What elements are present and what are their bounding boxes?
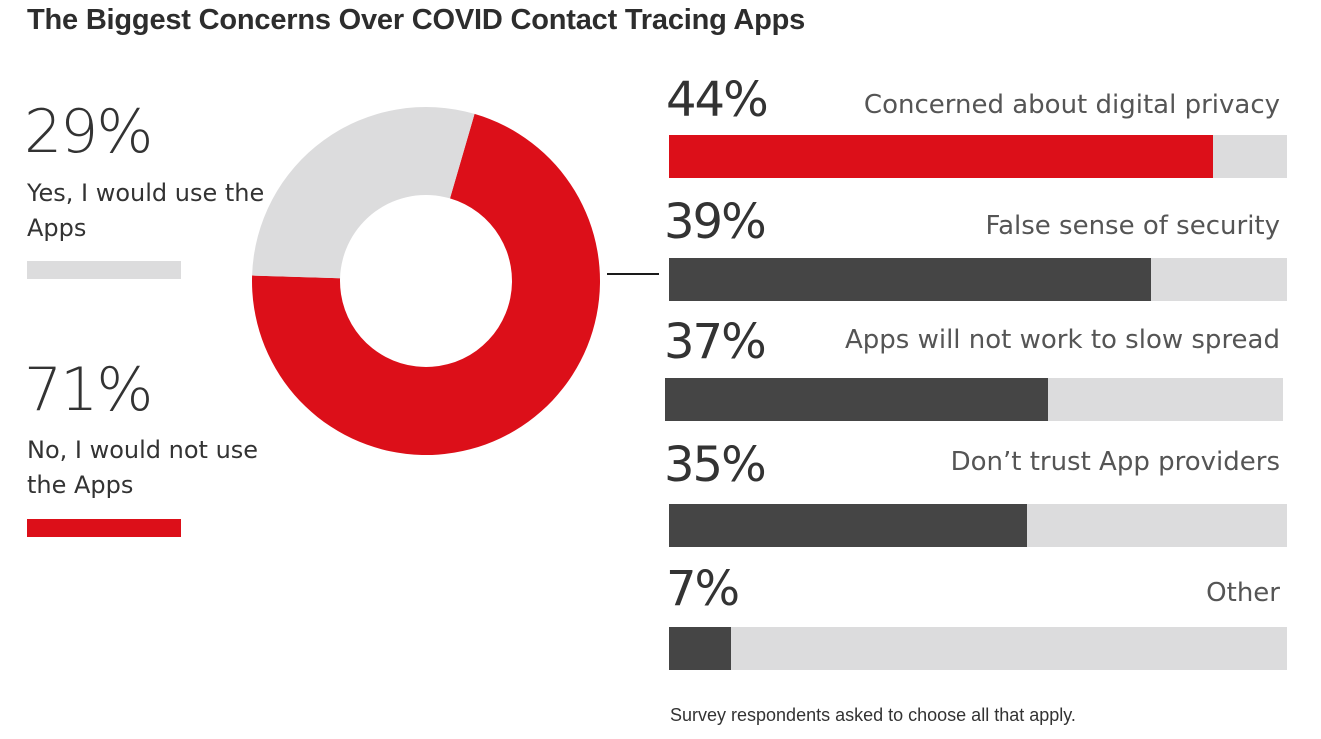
bar-4-value-label: 35% (664, 437, 767, 493)
bar-1-fill (669, 135, 1213, 178)
bar-5-track (669, 627, 1287, 670)
bar-3-fill (665, 378, 1049, 421)
donut-chart (252, 106, 600, 455)
bar-4-category-label: Don’t trust App providers (950, 447, 1280, 477)
yes-label: Yes, I would use the Apps (27, 179, 265, 242)
bar-3-value-label: 37% (664, 314, 767, 370)
connector-line (607, 273, 659, 275)
bar-2-fill (669, 258, 1152, 301)
bar-4-fill (669, 504, 1028, 547)
donut-slice-yes (252, 106, 475, 279)
yes-percentage: 29% (24, 97, 153, 167)
no-percentage: 71% (24, 355, 153, 425)
bar-2-track (669, 258, 1287, 301)
bar-5-value-label: 7% (666, 561, 740, 617)
donut-slice-no (252, 113, 600, 455)
bar-3-category-label: Apps will not work to slow spread (844, 325, 1280, 355)
no-swatch (27, 519, 181, 537)
chart-title: The Biggest Concerns Over COVID Contact … (27, 4, 806, 36)
no-label: No, I would not use the Apps (27, 436, 259, 499)
bar-1-track (669, 135, 1287, 178)
bar-5-category-label: Other (1206, 578, 1280, 608)
yes-swatch (27, 261, 181, 279)
bar-2-value-label: 39% (664, 194, 767, 250)
bar-4-track (669, 504, 1287, 547)
bar-1-value-label: 44% (666, 72, 769, 128)
footnote: Survey respondents asked to choose all t… (670, 705, 1076, 725)
bar-5-fill (669, 627, 731, 670)
bar-2-category-label: False sense of security (985, 211, 1281, 241)
bar-1-category-label: Concerned about digital privacy (863, 90, 1280, 120)
bar-3-track (665, 378, 1283, 421)
